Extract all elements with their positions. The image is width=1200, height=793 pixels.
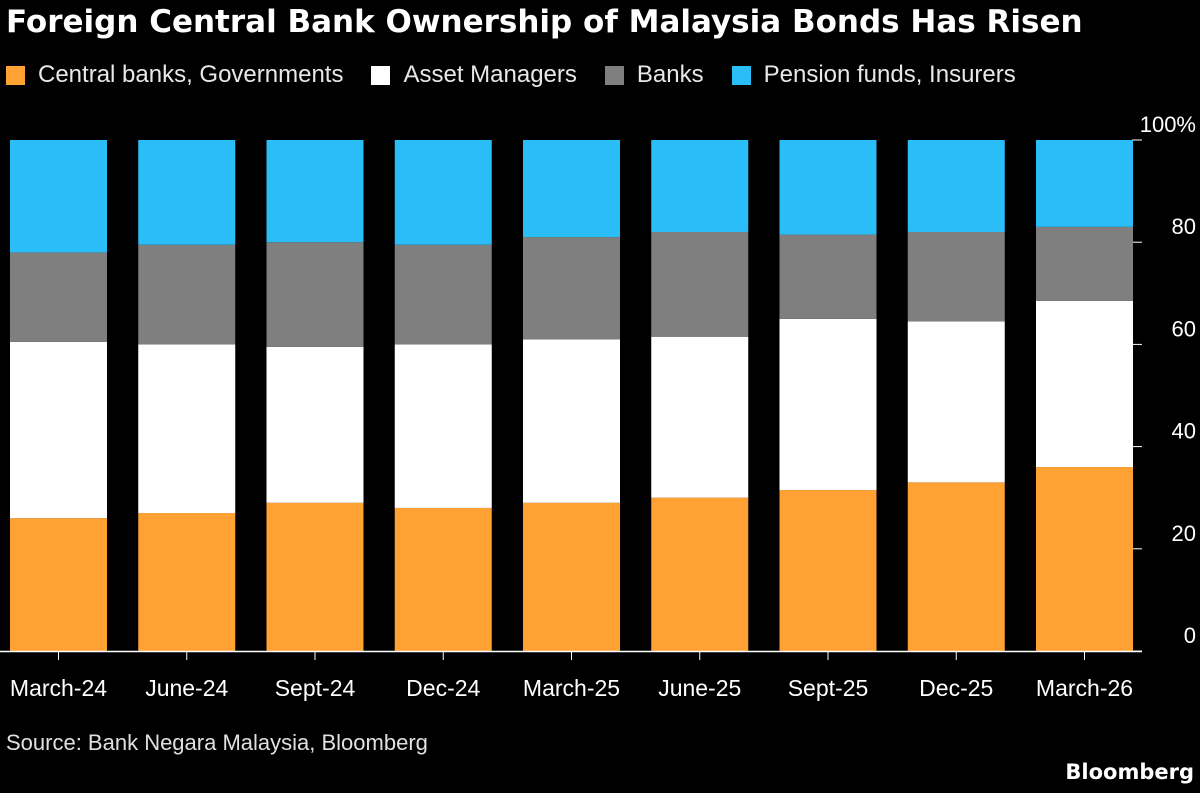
bar-central-banks-governments: [907, 482, 1005, 651]
y-tick-label: 40: [1172, 419, 1196, 444]
bar-central-banks-governments: [779, 490, 877, 651]
bar-pension-funds-insurers: [907, 140, 1005, 232]
bar-pension-funds-insurers: [523, 140, 620, 238]
bar-banks: [138, 244, 236, 345]
legend: Central banks, Governments Asset Manager…: [6, 58, 1044, 92]
bar-asset-managers: [1036, 300, 1133, 468]
legend-item-pension-funds: Pension funds, Insurers: [731, 61, 1016, 89]
bar-banks: [651, 231, 749, 337]
legend-label-pension-funds: Pension funds, Insurers: [763, 61, 1016, 88]
legend-swatch-banks: [604, 65, 624, 85]
bar-asset-managers: [394, 344, 492, 508]
y-tick-label: 80: [1172, 214, 1196, 239]
x-tick-label: March-26: [1036, 675, 1133, 701]
bar-banks: [523, 237, 620, 340]
chart-title: Foreign Central Bank Ownership of Malays…: [6, 4, 1083, 40]
y-tick-label: 20: [1172, 521, 1196, 546]
bar-banks: [394, 244, 492, 345]
x-tick-label: Dec-24: [406, 675, 480, 701]
bar-central-banks-governments: [138, 513, 236, 651]
y-tick-label: 100%: [1140, 112, 1196, 137]
bar-asset-managers: [523, 339, 620, 503]
x-tick-label: March-24: [10, 675, 107, 701]
bar-pension-funds-insurers: [138, 140, 236, 245]
y-tick-label: 0: [1184, 623, 1196, 648]
bar-pension-funds-insurers: [651, 140, 749, 232]
bar-central-banks-governments: [1036, 467, 1133, 651]
bar-central-banks-governments: [651, 497, 749, 651]
legend-swatch-asset-managers: [371, 65, 391, 85]
bar-central-banks-governments: [394, 507, 492, 651]
x-tick-label: Dec-25: [919, 675, 993, 701]
bar-banks: [1036, 226, 1133, 301]
bar-asset-managers: [138, 344, 236, 514]
x-tick-label: June-25: [658, 675, 741, 701]
bar-banks: [907, 231, 1005, 322]
x-tick-label: Sept-24: [275, 675, 356, 701]
source-note: Source: Bank Negara Malaysia, Bloomberg: [6, 730, 428, 755]
bar-pension-funds-insurers: [1036, 140, 1133, 227]
bar-banks: [10, 252, 107, 342]
legend-label-central-banks: Central banks, Governments: [38, 61, 344, 88]
bloomberg-logo: Bloomberg: [1065, 760, 1194, 784]
bar-pension-funds-insurers: [394, 140, 492, 245]
legend-swatch-pension-funds: [731, 65, 751, 85]
bar-asset-managers: [266, 346, 364, 503]
y-tick-label: 60: [1172, 316, 1196, 341]
bar-asset-managers: [10, 341, 107, 519]
legend-item-banks: Banks: [604, 61, 704, 89]
bar-pension-funds-insurers: [266, 140, 364, 243]
x-tick-label: June-24: [145, 675, 228, 701]
bar-pension-funds-insurers: [779, 140, 877, 235]
bar-asset-managers: [779, 318, 877, 491]
bar-asset-managers: [907, 321, 1005, 483]
bar-banks: [779, 234, 877, 319]
legend-swatch-central-banks: [6, 65, 25, 85]
x-tick-label: March-25: [523, 675, 620, 701]
bar-asset-managers: [651, 336, 749, 498]
bar-central-banks-governments: [10, 518, 107, 651]
legend-label-banks: Banks: [636, 61, 704, 88]
bar-central-banks-governments: [266, 502, 364, 651]
bar-pension-funds-insurers: [10, 140, 107, 253]
legend-item-central-banks: Central banks, Governments: [6, 61, 343, 89]
bar-banks: [266, 242, 364, 347]
legend-item-asset-managers: Asset Managers: [371, 61, 577, 89]
legend-label-asset-managers: Asset Managers: [403, 61, 577, 88]
bar-central-banks-governments: [523, 502, 620, 651]
x-tick-label: Sept-25: [788, 675, 869, 701]
